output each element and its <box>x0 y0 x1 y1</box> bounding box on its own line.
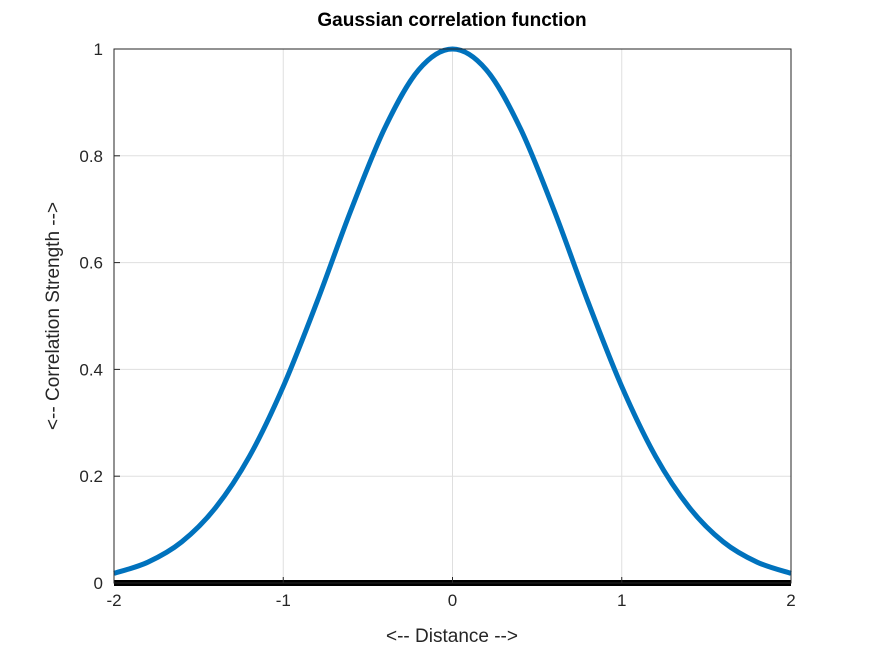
x-tick-label: 2 <box>786 591 795 610</box>
chart-title: Gaussian correlation function <box>317 10 586 31</box>
x-tick-label: 1 <box>617 591 626 610</box>
y-tick-label: 1 <box>94 40 103 59</box>
y-tick-label: 0.2 <box>79 467 103 486</box>
y-tick-label: 0 <box>94 574 103 593</box>
x-tick-label: 0 <box>448 591 457 610</box>
y-axis-label: <-- Correlation Strength --> <box>43 202 64 430</box>
ticks: -2 -1 0 1 2 0 0.2 0.4 0.6 0.8 1 <box>79 40 795 610</box>
x-axis-label: <-- Distance --> <box>386 626 518 647</box>
y-tick-label: 0.4 <box>79 360 103 379</box>
y-tick-label: 0.8 <box>79 147 103 166</box>
y-tick-label: 0.6 <box>79 254 103 273</box>
x-tick-label: -1 <box>276 591 291 610</box>
x-tick-label: -2 <box>106 591 121 610</box>
